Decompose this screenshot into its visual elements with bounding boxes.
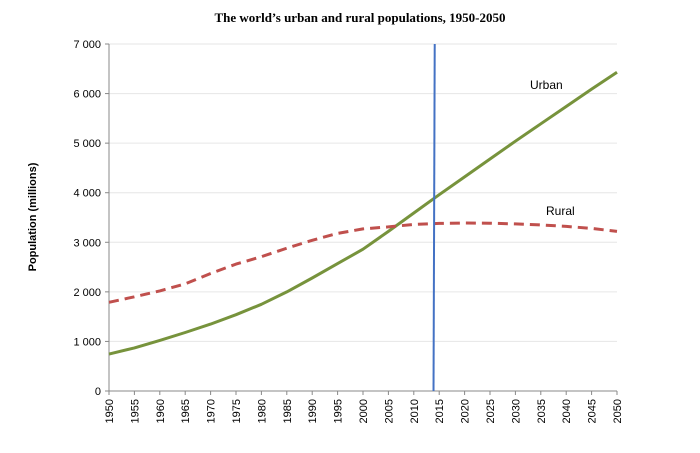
x-tick-label: 2005	[383, 399, 395, 423]
y-tick-label: 1 000	[73, 336, 101, 348]
x-tick-label: 2010	[409, 399, 421, 423]
x-tick-label: 1975	[231, 399, 243, 423]
y-tick-label: 6 000	[73, 89, 101, 101]
x-tick-label: 2030	[510, 399, 522, 423]
y-tick-label: 0	[95, 386, 101, 398]
chart-title: The world’s urban and rural populations,…	[215, 10, 506, 25]
x-tick-label: 2040	[561, 399, 573, 423]
y-tick-label: 7 000	[73, 39, 101, 51]
series-line-rural	[108, 221, 618, 304]
y-tick-label: 4 000	[73, 188, 101, 200]
x-tick-label: 2020	[460, 399, 472, 423]
x-tick-label: 1955	[129, 399, 141, 423]
series-label-rural: Rural	[546, 204, 575, 218]
series-line-urban	[108, 71, 618, 356]
y-tick-label: 2 000	[73, 287, 101, 299]
x-tick-label: 2035	[536, 399, 548, 423]
x-tick-label: 2000	[358, 399, 370, 423]
y-tick-label: 3 000	[73, 237, 101, 249]
x-tick-label: 2050	[612, 399, 624, 423]
x-tick-label: 1980	[256, 399, 268, 423]
current-year-line	[432, 43, 436, 392]
x-tick-label: 1970	[206, 399, 218, 423]
x-tick-label: 2015	[434, 399, 446, 423]
y-axis-label: Population (millions)	[27, 162, 39, 271]
x-tick-label: 2025	[485, 399, 497, 423]
axes: 0 1 000 2 000 3 000 4 000 5 000 6 000 7 000 1950…	[73, 39, 624, 423]
x-tick-label: 1985	[282, 399, 294, 423]
x-tick-label: 1995	[333, 399, 345, 423]
x-tick-label: 1965	[180, 399, 192, 423]
series-lines	[108, 71, 618, 356]
x-tick-label: 1950	[104, 399, 116, 423]
x-tick-label: 1990	[307, 399, 319, 423]
gridlines	[109, 43, 617, 342]
annotations	[432, 43, 436, 392]
series-label-urban: Urban	[530, 78, 563, 92]
x-tick-label: 1960	[155, 399, 167, 423]
series-labels: Urban Rural	[530, 78, 575, 218]
y-tick-label: 5 000	[73, 138, 101, 150]
x-tick-label: 2045	[587, 399, 599, 423]
